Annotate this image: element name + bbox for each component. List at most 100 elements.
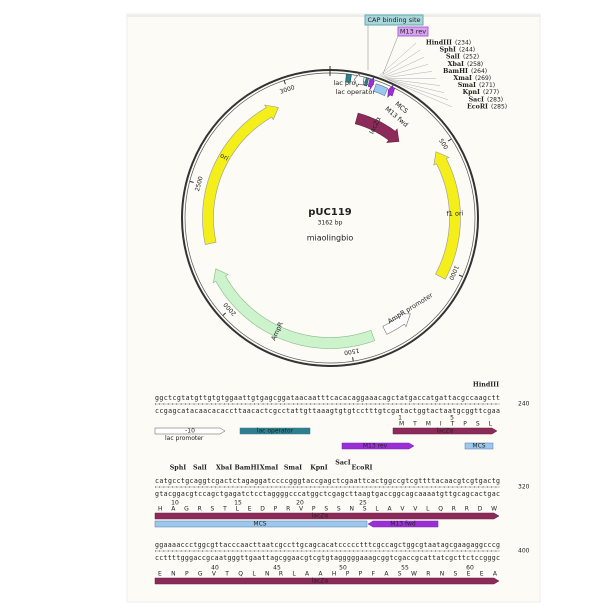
enzyme-name: SmaI <box>284 465 302 472</box>
enzyme-site: (271) <box>479 82 495 89</box>
enzyme-leader <box>378 42 417 77</box>
f1ori-arc <box>433 151 461 280</box>
position: 320 <box>518 484 530 491</box>
enzyme-name: HindIII <box>426 40 452 47</box>
cap-label: CAP binding site <box>367 16 420 24</box>
sequence-top: ggctcgtatgttgtgtggaattgtgagcggataacaattt… <box>155 394 500 402</box>
lacz-feature <box>392 427 498 435</box>
amino-acids: H A G R S T L E D P R V P S S N S L A V … <box>158 506 497 513</box>
lacz-feature <box>154 577 500 585</box>
lacz-label: lacZα <box>312 578 329 585</box>
m13rev-label: M13 rev <box>363 443 388 450</box>
enzyme-name: XbaI <box>216 465 232 472</box>
lacz-label: lacZα <box>312 513 329 520</box>
amino-acids: E N P G V T Q L N R L A A H P P F A S W … <box>158 571 498 578</box>
enzyme-site: (285) <box>491 103 507 110</box>
enzyme-leader <box>388 79 449 100</box>
enzyme-site: (283) <box>487 96 503 103</box>
aa-number: 50 <box>339 565 347 572</box>
tick <box>352 357 354 362</box>
promoter-box-label: -10 <box>185 428 195 435</box>
aa-number: 55 <box>401 565 409 572</box>
sequence-bottom: gtacggacgtccagctgagatctcctaggggcccatggct… <box>155 490 500 498</box>
enzyme-leader <box>379 49 421 77</box>
enzyme-name: EcoRI <box>351 465 372 472</box>
enzyme-name: KpnI <box>310 465 327 472</box>
plasmid-name: pUC119 <box>308 207 352 218</box>
enzyme-site: (264) <box>471 68 487 75</box>
m13rev-leader <box>382 35 399 75</box>
enzyme-name: SmaI <box>458 82 476 89</box>
aa-number: 15 <box>234 500 242 507</box>
enzyme-name: XmaI <box>453 75 472 82</box>
aa-number: 10 <box>171 500 179 507</box>
cap-box <box>364 14 424 26</box>
lacprom-arc <box>354 71 365 88</box>
lacop-arc <box>363 77 370 87</box>
lac-operator-feature <box>239 427 311 435</box>
tick <box>458 274 463 278</box>
mcs-label: MCS <box>472 443 485 450</box>
enzyme-leader <box>383 71 433 79</box>
m13fwd-label: M13 fwd <box>390 521 416 528</box>
aa-number: 5 <box>450 415 454 422</box>
tick-label: 1500 <box>343 347 359 356</box>
tick <box>283 80 286 85</box>
lac-operator-label: lac operator <box>336 88 376 96</box>
mcs-feature <box>464 442 494 450</box>
enzyme-site: (277) <box>483 89 499 96</box>
sequence-top: ggaaaaccctggcgttacccaacttaatcgccttgcagca… <box>155 541 500 549</box>
enzyme-name: SalI <box>193 465 207 472</box>
tick <box>447 138 452 142</box>
lac-promoter-label: lac promoter <box>333 79 375 87</box>
enzyme-name: XmaI <box>260 465 279 472</box>
lacz-feature <box>154 512 500 520</box>
aa-number: 40 <box>211 565 219 572</box>
lacz-arc <box>354 112 400 143</box>
cap-arc <box>345 73 352 83</box>
tick-label: 3000 <box>279 84 296 96</box>
panel <box>126 13 541 603</box>
ampr-arc <box>212 268 376 349</box>
enzyme-site: (234) <box>455 40 471 47</box>
sequence-top: catgcctgcaggtcgactctagaggatccccgggtaccga… <box>155 477 500 485</box>
enzyme-name: SalI <box>446 54 460 61</box>
plasmid-size: 3162 bp <box>318 220 343 227</box>
aa-number: 20 <box>296 500 304 507</box>
enzyme-name: KpnI <box>463 89 480 96</box>
tick <box>189 180 194 183</box>
position: 400 <box>518 548 530 555</box>
m13rev-label: M13 rev <box>400 28 426 36</box>
lac-promoter-feature <box>154 427 226 435</box>
enzyme-leader <box>389 80 453 108</box>
aa-number: 1 <box>398 415 402 422</box>
enzyme-site: (244) <box>459 47 475 54</box>
enzyme-name: BamHI <box>443 68 468 75</box>
lac-operator-label: lac operator <box>257 428 294 435</box>
tick <box>222 312 227 316</box>
m13rev-feature <box>341 442 415 450</box>
source: miaolingbio <box>307 234 354 243</box>
feature-label: f1 ori <box>446 209 463 218</box>
enzyme-name: HindIII <box>473 382 499 389</box>
enzyme-site: (258) <box>467 61 483 68</box>
enzyme-name: SphI <box>440 47 457 54</box>
lacz-label: lacZα <box>437 428 454 435</box>
enzyme-name: SacI <box>469 96 484 103</box>
amino-acids: M T M I T P S L <box>399 421 493 428</box>
enzyme-leader <box>382 64 429 78</box>
lac-promoter-label: lac promoter <box>165 435 204 442</box>
enzyme-name: XbaI <box>448 61 464 68</box>
mcs-feature <box>154 520 368 528</box>
enzyme-leader <box>387 79 445 93</box>
m13rev-box <box>397 26 429 37</box>
aa-number: 45 <box>273 565 281 572</box>
sequence-view: HindIII ggctcgtatgttgtgtggaattgtgagcggata… <box>154 382 530 585</box>
sequence-bottom: ccgagcatacaacacaccttaacactcgcctattgttaaa… <box>155 407 500 415</box>
tick-label: 2500 <box>194 175 205 192</box>
enzyme-name: SacI <box>335 460 350 467</box>
mcs-arc <box>373 83 389 96</box>
enzyme-name: BamHI <box>235 465 260 472</box>
m13fwd-arc <box>387 84 396 98</box>
